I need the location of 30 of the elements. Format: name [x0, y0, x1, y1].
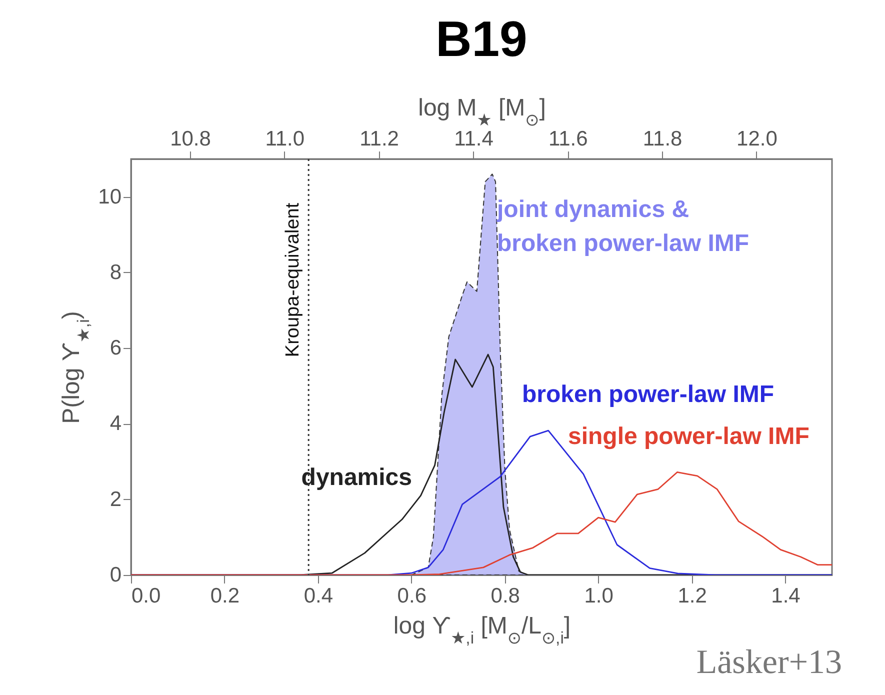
- y-tick-label: 10: [98, 185, 122, 208]
- x2-tick-label: 11.8: [642, 128, 682, 150]
- x-tick-label: 1.0: [584, 584, 614, 608]
- series-label: single power-law IMF: [568, 423, 810, 450]
- x-axis-title: log ϒ$_{★,i}$ [M$_{⊙}$/L$_{⊙,i}$]: [393, 612, 571, 647]
- series-label: joint dynamics & broken power-law IMF: [496, 196, 750, 257]
- y-tick-label: 4: [110, 412, 122, 436]
- x-tick-label: 0.8: [490, 584, 520, 608]
- series-label: dynamics: [301, 464, 412, 491]
- y-tick-label: 0: [110, 564, 122, 586]
- x-tick-label: 1.4: [771, 584, 801, 608]
- y-tick-label: 8: [110, 260, 122, 284]
- x-tick-label: 0.2: [210, 584, 240, 608]
- x2-tick-label: 11.2: [360, 128, 399, 150]
- ref-line-label: Kroupa-equivalent: [282, 202, 304, 358]
- x-tick-label: 0.4: [304, 584, 334, 608]
- y-tick-label: 2: [110, 488, 122, 511]
- x2-axis-title: log M$_{★}$ [M$_{⊙}$]: [418, 94, 546, 129]
- x2-tick-label: 11.4: [454, 128, 494, 150]
- series-label: broken power-law IMF: [522, 381, 774, 408]
- x2-tick-label: 12.0: [736, 128, 778, 150]
- x-tick-label: 0.0: [132, 584, 161, 608]
- text: Läsker+13: [696, 644, 842, 681]
- x2-tick-label: 11.6: [548, 128, 588, 150]
- x2-tick-label: 11.0: [265, 128, 305, 150]
- chart-title: B19: [436, 11, 528, 67]
- x-tick-label: 1.2: [678, 584, 707, 608]
- x2-tick-label: 10.8: [170, 128, 211, 150]
- x-tick-label: 0.6: [397, 584, 426, 608]
- y-tick-label: 6: [110, 336, 122, 360]
